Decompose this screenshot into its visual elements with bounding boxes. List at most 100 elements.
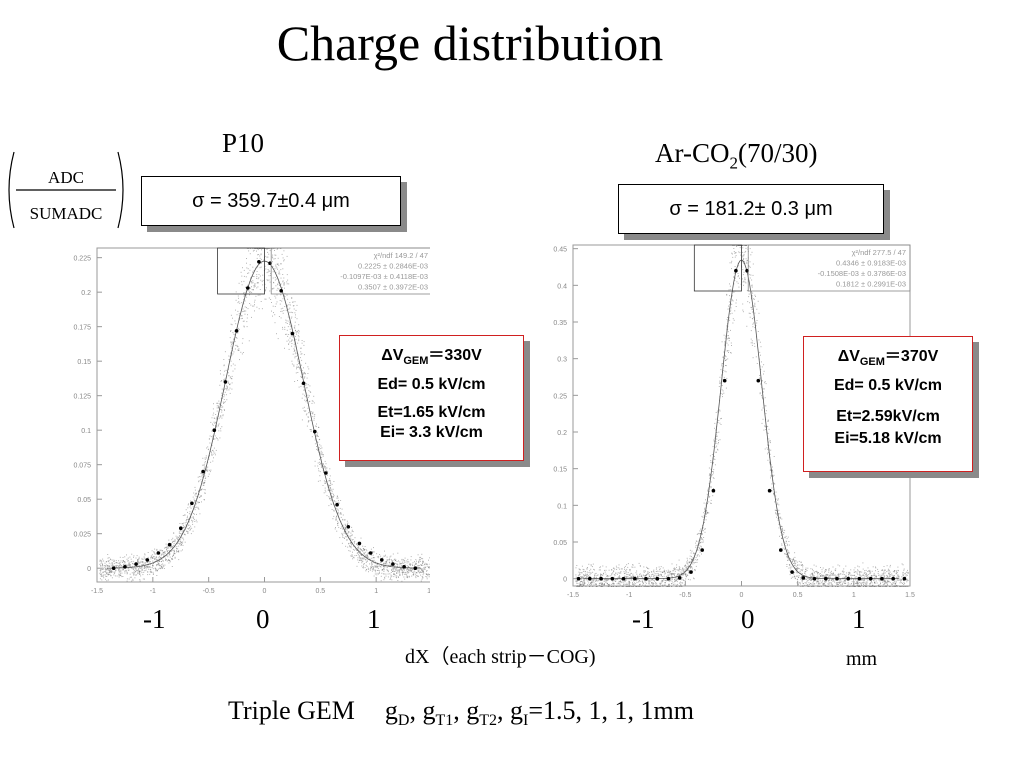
y-tick-label: 0.1 — [81, 428, 91, 435]
et-p10: Et=1.65 kV/cm — [377, 404, 486, 422]
data-point — [880, 576, 884, 581]
data-point — [413, 566, 418, 570]
data-point — [857, 576, 862, 581]
data-point — [179, 526, 183, 530]
data-point — [368, 551, 373, 555]
peak-box — [217, 247, 265, 295]
data-point — [346, 525, 351, 529]
data-point — [111, 566, 116, 570]
panel-title-arco2: Ar-CO2(70/30) — [655, 138, 817, 173]
data-point — [767, 488, 772, 493]
x-tick-label: 0.5 — [315, 588, 325, 595]
data-point — [167, 542, 172, 547]
data-point — [846, 576, 850, 581]
x-tick-label: -1 — [150, 588, 156, 595]
big-tick-right-1: 1 — [852, 604, 866, 634]
data-point — [756, 378, 761, 383]
big-tick-left-m1: -1 — [143, 604, 166, 634]
data-point — [790, 570, 794, 574]
dv-gem-p10: ΔVGEM＝330V — [340, 344, 523, 373]
fraction-denominator: SUMADC — [29, 204, 103, 223]
data-point — [212, 428, 217, 432]
data-point — [234, 329, 239, 333]
x-tick-label: -1.5 — [567, 592, 579, 599]
x-tick-label: -1.5 — [91, 588, 103, 595]
data-point — [290, 331, 295, 336]
panel-title-arco2-tail: (70/30) — [737, 138, 818, 168]
x-tick-label: 1.5 — [427, 588, 430, 595]
stats-line: χ²/ndf 149.2 / 47 — [374, 251, 428, 260]
big-tick-right-0: 0 — [741, 604, 755, 634]
dv-value: ＝330V — [428, 347, 482, 364]
footer-gem-spec: Triple GEM gD, gT1, gT2, gI=1.5, 1, 1, 1m… — [228, 696, 694, 730]
x-tick-label: 1.5 — [905, 592, 915, 599]
y-tick-label: 0.225 — [73, 256, 91, 263]
y-tick-label: 0.05 — [553, 540, 567, 547]
ei-p10: Ei= 3.3 kV/cm — [380, 424, 483, 442]
stats-line: 0.4346 ± 0.9183E-03 — [836, 259, 906, 268]
dv-gem-arco2: ΔVGEM＝370V — [804, 345, 972, 374]
stats-line: 0.1812 ± 0.2991E-03 — [836, 280, 906, 289]
dv-prefix: ΔV — [381, 347, 404, 364]
panel-title-arco2-sub: 2 — [729, 153, 738, 173]
panel-title-arco2-main: Ar-CO — [655, 138, 730, 168]
data-point — [246, 286, 250, 290]
sigma-value-p10: σ = 359.7±0.4 μm — [192, 190, 350, 212]
y-tick-label: 0.075 — [73, 463, 91, 470]
data-point — [902, 576, 907, 581]
stats-line: 0.3507 ± 0.3972E-03 — [358, 283, 428, 292]
et-arco2: Et=2.59kV/cm — [836, 408, 940, 426]
conditions-box-arco2: ΔVGEM＝370V Ed= 0.5 kV/cm Et=2.59kV/cm Ei… — [803, 336, 973, 472]
data-point — [588, 576, 592, 581]
data-point — [633, 576, 637, 581]
x-tick-label: -0.5 — [679, 592, 691, 599]
data-point — [666, 576, 671, 581]
sigma-value-arco2: σ = 181.2± 0.3 μm — [669, 198, 833, 220]
stats-line: 0.2225 ± 0.2846E-03 — [358, 262, 428, 271]
fraction-brackets — [8, 151, 124, 229]
footer-prefix: Triple GEM — [228, 696, 355, 725]
data-point — [599, 576, 603, 581]
y-tick-label: 0.45 — [553, 247, 567, 254]
conditions-box-p10: ΔVGEM＝330V Ed= 0.5 kV/cm Et=1.65 kV/cm E… — [339, 335, 524, 461]
dv-value: ＝370V — [884, 348, 939, 365]
data-point — [734, 268, 738, 273]
stats-box — [270, 247, 430, 295]
footer-gd: g — [384, 696, 398, 725]
data-point — [223, 380, 228, 384]
x-tick-label: 0.5 — [793, 592, 803, 599]
x-tick-label: 1 — [852, 592, 856, 599]
slide-title: Charge distribution — [276, 15, 664, 71]
y-tick-label: 0.35 — [553, 320, 567, 327]
y-tick-label: 0.175 — [73, 325, 91, 332]
data-point — [779, 548, 783, 552]
data-point — [380, 558, 384, 562]
data-point — [700, 548, 704, 552]
x-tick-label: 1 — [374, 588, 378, 595]
data-point — [279, 289, 283, 293]
y-tick-label: 0.1 — [557, 503, 567, 510]
x-axis-unit: mm — [846, 648, 878, 670]
x-tick-label: 0 — [263, 588, 267, 595]
data-point — [257, 260, 261, 264]
data-point — [824, 576, 828, 581]
data-point — [391, 562, 395, 566]
data-point — [677, 576, 682, 580]
chart-arco2: 0 0.05 0.1 0.15 0.2 0.25 0.3 0.35 0.4 0.45 -1.5 -1 -… — [553, 244, 915, 599]
y-tick-label: 0.05 — [77, 497, 91, 504]
data-point — [801, 576, 806, 580]
sigma-box-arco2: σ = 181.2± 0.3 μm — [618, 184, 884, 234]
data-point — [145, 558, 150, 562]
y-tick-label: 0.4 — [557, 283, 567, 290]
stats-line: -0.1097E-03 ± 0.4118E-03 — [340, 272, 428, 281]
footer-gd-sub: D — [397, 712, 410, 730]
data-point — [868, 576, 873, 581]
fraction-numerator: ADC — [48, 168, 84, 187]
x-tick-label: -0.5 — [203, 588, 215, 595]
ed-p10: Ed= 0.5 kV/cm — [377, 376, 486, 394]
y-quantity-fraction: ADC SUMADC — [4, 150, 128, 230]
data-point — [812, 576, 817, 581]
y-tick-label: 0.15 — [77, 359, 91, 366]
data-point — [621, 576, 626, 581]
y-tick-label: 0.25 — [553, 393, 567, 400]
